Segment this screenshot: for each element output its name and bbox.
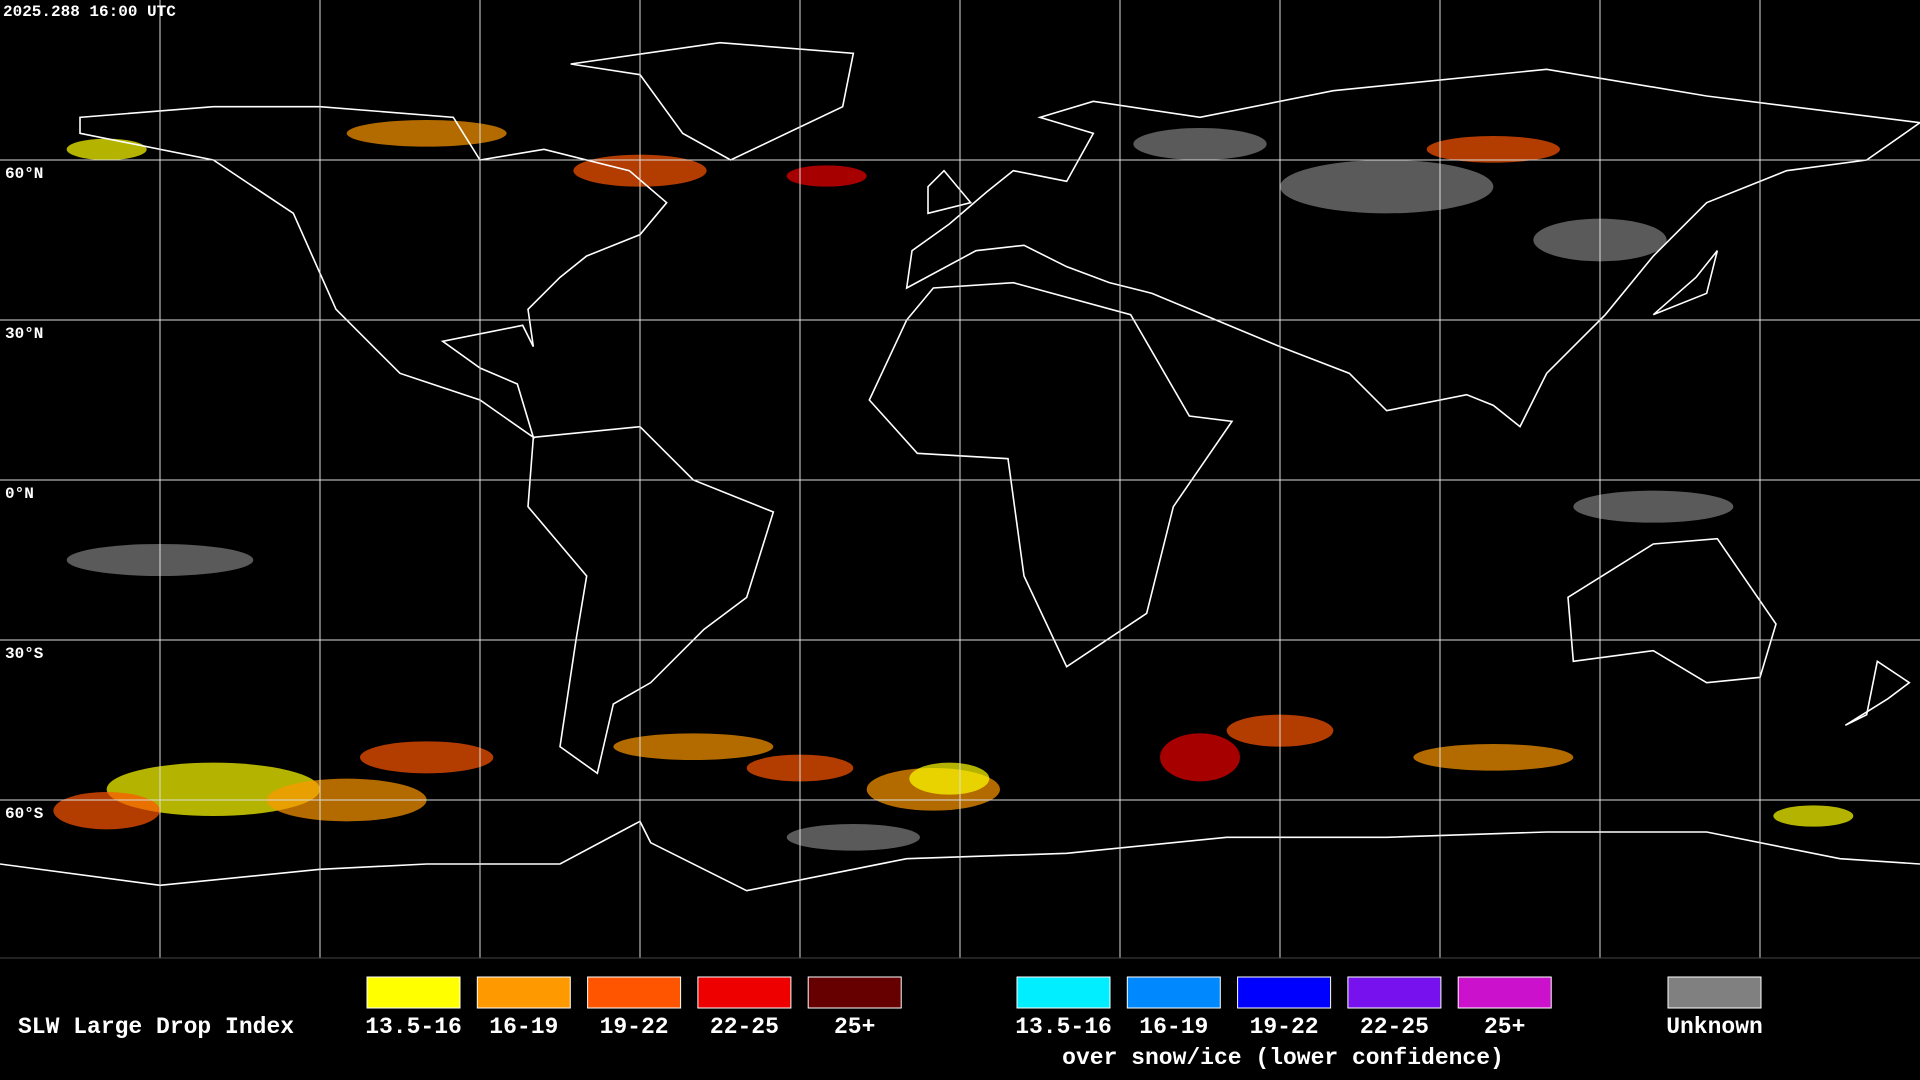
cloud-patch [786, 823, 920, 851]
legend-swatch [366, 976, 461, 1009]
lat-label: 0°N [5, 485, 34, 503]
lat-label: 60°S [5, 805, 44, 823]
cloud-patch [613, 733, 774, 760]
legend-swatch [697, 976, 792, 1009]
legend-label: 13.5-16 [1015, 1014, 1112, 1040]
legend-swatch [1126, 976, 1221, 1009]
coastline [0, 820, 1920, 892]
legend-label: 19-22 [600, 1014, 669, 1040]
legend-label: 25+ [1484, 1014, 1525, 1040]
coastline [1844, 660, 1911, 727]
coastline [79, 105, 668, 440]
legend: 13.5-16 16-19 19-22 22-25 25+ 13.5-16 16-19 19-… [365, 976, 1763, 1040]
legend-label: 16-19 [489, 1014, 558, 1040]
cloud-patch [346, 120, 507, 147]
coastline [905, 68, 1920, 428]
coastline [868, 281, 1234, 668]
coastline [527, 425, 775, 775]
cloud-patch [1160, 733, 1240, 782]
legend-swatch [587, 976, 682, 1009]
legend-swatch [1237, 976, 1332, 1009]
cloud-patch [66, 138, 147, 161]
legend-title: SLW Large Drop Index [18, 1014, 294, 1040]
cloud-patch [1573, 490, 1734, 523]
legend-label: 16-19 [1139, 1014, 1208, 1040]
legend-label: Unknown [1666, 1014, 1763, 1040]
legend-swatch [807, 976, 902, 1009]
cloud-patch [53, 791, 161, 830]
legend-swatch [1016, 976, 1111, 1009]
legend-label: 13.5-16 [365, 1014, 462, 1040]
cloud-patch [1133, 128, 1267, 161]
graticule: 60°N 30°N 0°N 30°S 60°S [0, 0, 1920, 958]
cloud-patch [1773, 805, 1854, 827]
legend-snow-note: over snow/ice (lower confidence) [1062, 1045, 1504, 1071]
cloud-patch [1413, 743, 1574, 771]
cloud-patch [1426, 136, 1560, 163]
cloud-patch [909, 762, 990, 795]
cloud-patch [360, 741, 494, 774]
coastline [1652, 250, 1719, 316]
lat-label: 60°N [5, 165, 43, 183]
legend-swatch [1667, 976, 1762, 1009]
legend-label: 22-25 [710, 1014, 779, 1040]
coastline [927, 169, 973, 215]
lat-label: 30°S [5, 645, 44, 663]
cloud-patch [1280, 160, 1494, 214]
cloud-patch [786, 165, 867, 187]
legend-label: 25+ [834, 1014, 875, 1040]
legend-label: 19-22 [1250, 1014, 1319, 1040]
legend-swatch [1457, 976, 1552, 1009]
legend-swatch [1347, 976, 1442, 1009]
lat-label: 30°N [5, 325, 43, 343]
legend-swatch [476, 976, 571, 1009]
coastline [570, 41, 855, 161]
timestamp: 2025.288 16:00 UTC [3, 3, 176, 21]
legend-label: 22-25 [1360, 1014, 1429, 1040]
